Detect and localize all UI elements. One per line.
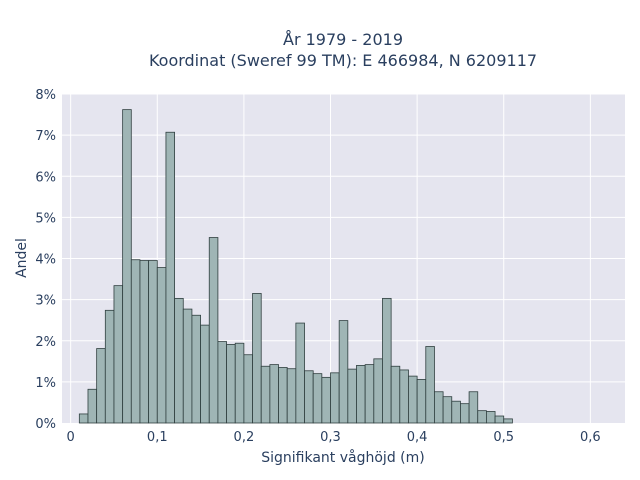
- histogram-bar: [269, 364, 279, 424]
- y-tick-label: 6%: [35, 170, 56, 185]
- histogram-bar: [494, 415, 505, 424]
- x-tick-label: 0: [67, 430, 75, 445]
- histogram-bar: [312, 373, 323, 424]
- chart-title-line-1: År 1979 - 2019: [283, 30, 403, 49]
- x-tick-label: 0,4: [407, 430, 428, 445]
- histogram-bar: [390, 365, 401, 424]
- y-tick-label: 2%: [35, 335, 56, 350]
- histogram-bar: [87, 388, 98, 424]
- histogram-bar: [139, 260, 150, 424]
- histogram-bar: [78, 413, 89, 424]
- histogram-bar: [295, 322, 305, 424]
- x-axis-ticks: 0 0,1 0,2 0,3 0,4 0,5 0,6: [67, 430, 601, 445]
- y-tick-label: 5%: [35, 211, 56, 226]
- histogram-bar: [174, 297, 184, 424]
- histogram-bar: [416, 379, 427, 424]
- y-axis-label: Andel: [14, 238, 30, 278]
- x-tick-label: 0,3: [320, 430, 341, 445]
- histogram-bar: [477, 410, 487, 424]
- histogram-bar: [434, 391, 444, 424]
- y-axis-ticks: 0% 1% 2% 3% 4% 5% 6% 7% 8%: [35, 88, 56, 432]
- histogram-bar: [96, 348, 106, 424]
- chart-title-line-2: Koordinat (Sweref 99 TM): E 466984, N 62…: [149, 51, 537, 70]
- histogram-bar: [182, 308, 193, 424]
- histogram-bar: [278, 367, 288, 424]
- histogram-bar: [113, 285, 124, 424]
- x-axis-label: Signifikant våghöjd (m): [261, 449, 424, 466]
- histogram-bar: [104, 309, 115, 424]
- histogram-bar: [347, 368, 357, 424]
- histogram-bar: [356, 365, 366, 424]
- histogram-bar: [130, 259, 141, 424]
- histogram-bars: [78, 109, 513, 424]
- histogram-bar: [122, 109, 132, 424]
- histogram-bar: [286, 368, 297, 424]
- histogram-bar: [260, 365, 271, 424]
- histogram-bar: [503, 418, 513, 424]
- histogram-bar: [399, 369, 409, 424]
- histogram-bar: [460, 403, 470, 424]
- histogram-bar: [156, 267, 167, 424]
- histogram-bar: [226, 344, 236, 424]
- histogram-bar: [304, 370, 314, 424]
- y-tick-label: 0%: [35, 417, 56, 432]
- histogram-bar: [252, 293, 262, 424]
- histogram-bar: [243, 354, 253, 424]
- histogram-bar: [208, 237, 219, 424]
- histogram-bar: [191, 314, 201, 424]
- histogram-bar: [451, 400, 461, 424]
- histogram-bar: [338, 320, 349, 424]
- histogram-bar: [200, 324, 210, 424]
- histogram-bar: [234, 342, 245, 424]
- histogram-bar: [330, 372, 340, 424]
- y-tick-label: 3%: [35, 294, 56, 309]
- x-tick-label: 0,5: [493, 430, 514, 445]
- histogram-bar: [442, 396, 453, 424]
- x-tick-label: 0,2: [234, 430, 255, 445]
- histogram-bar: [321, 376, 331, 424]
- histogram-bar: [364, 364, 375, 424]
- y-tick-label: 7%: [35, 129, 56, 144]
- y-tick-label: 4%: [35, 253, 56, 268]
- y-tick-label: 1%: [35, 376, 56, 391]
- histogram-bar: [165, 131, 175, 424]
- histogram-bar: [425, 346, 435, 424]
- histogram-bar: [486, 411, 496, 424]
- histogram-bar: [373, 358, 383, 424]
- histogram-bar: [468, 391, 479, 424]
- x-tick-label: 0,6: [580, 430, 601, 445]
- y-tick-label: 8%: [35, 88, 56, 103]
- histogram-bar: [408, 375, 418, 424]
- histogram-bar: [382, 297, 392, 424]
- x-tick-label: 0,1: [147, 430, 168, 445]
- histogram-bar: [217, 341, 227, 424]
- histogram-bar: [148, 260, 158, 424]
